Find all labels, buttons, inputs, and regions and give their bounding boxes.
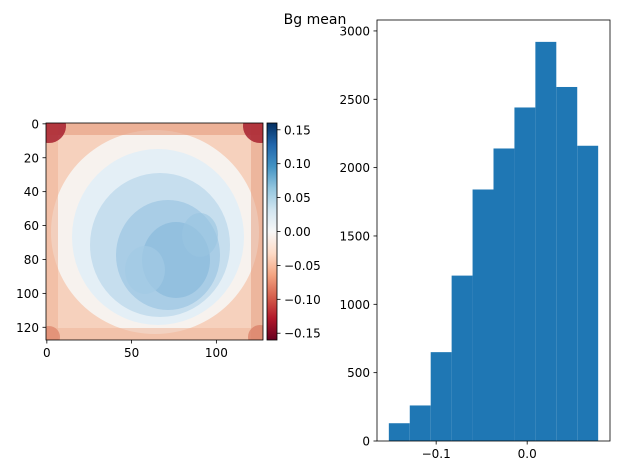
colorbar-ticks: 0.15 0.10 0.05 0.00 −0.05 −0.10 −0.15 xyxy=(277,123,321,341)
heatmap-y-tick-label: 20 xyxy=(24,151,39,165)
histogram-y-tick-label: 1000 xyxy=(339,298,370,312)
histogram-x-ticks: −0.1 0.0 xyxy=(422,441,537,461)
figure-title: Bg mean xyxy=(284,12,347,28)
colorbar-tick-label: 0.10 xyxy=(284,157,311,171)
heatmap-y-tick-label: 120 xyxy=(16,321,39,335)
histogram-bar xyxy=(472,189,494,441)
histogram-bar xyxy=(451,275,473,441)
colorbar: 0.15 0.10 0.05 0.00 −0.05 −0.10 −0.15 xyxy=(266,122,321,341)
histogram-bar xyxy=(514,107,536,441)
histogram-bar xyxy=(430,352,452,441)
colorbar-tick-label: −0.10 xyxy=(284,293,321,307)
histogram-bars xyxy=(388,41,599,442)
histogram-y-tick-label: 3000 xyxy=(339,24,370,38)
histogram-bar xyxy=(388,423,410,441)
heatmap-x-ticks: 0 50 100 xyxy=(43,340,228,360)
histogram-bar xyxy=(409,405,431,441)
heatmap-y-tick-label: 80 xyxy=(24,253,39,267)
histogram-panel: 0 500 1000 1500 2000 2500 3000 −0.1 0.0 xyxy=(339,19,611,461)
heatmap-x-tick-label: 0 xyxy=(43,346,51,360)
heatmap-frame xyxy=(45,122,264,341)
heatmap-y-tick-label: 40 xyxy=(24,185,39,199)
histogram-y-tick-label: 2000 xyxy=(339,161,370,175)
histogram-y-tick-label: 500 xyxy=(347,366,370,380)
colorbar-tick-label: −0.15 xyxy=(284,327,321,341)
heatmap-y-tick-label: 60 xyxy=(24,219,39,233)
histogram-y-tick-label: 0 xyxy=(362,435,370,449)
colorbar-gradient xyxy=(266,122,278,341)
colorbar-tick-label: 0.05 xyxy=(284,191,311,205)
heatmap-y-tick-label: 100 xyxy=(16,287,39,301)
histogram-bar xyxy=(577,145,599,442)
histogram-bar xyxy=(556,86,578,442)
colorbar-tick-label: 0.15 xyxy=(284,123,311,137)
histogram-x-tick-label: 0.0 xyxy=(518,447,537,461)
heatmap-x-tick-label: 100 xyxy=(205,346,228,360)
heatmap-panel: 0 20 40 60 80 100 120 0 50 100 xyxy=(16,117,264,360)
histogram-x-tick-label: −0.1 xyxy=(422,447,451,461)
histogram-bar xyxy=(535,41,557,442)
heatmap-y-ticks: 0 20 40 60 80 100 120 xyxy=(16,117,46,335)
histogram-y-tick-label: 2500 xyxy=(339,93,370,107)
histogram-frame xyxy=(376,19,611,442)
histogram-bar xyxy=(493,148,515,442)
heatmap-image xyxy=(46,123,263,340)
heatmap-y-tick-label: 0 xyxy=(31,117,39,131)
histogram-y-ticks: 0 500 1000 1500 2000 2500 3000 xyxy=(339,24,377,449)
heatmap-x-tick-label: 50 xyxy=(124,346,139,360)
colorbar-tick-label: −0.05 xyxy=(284,259,321,273)
histogram-y-tick-label: 1500 xyxy=(339,229,370,243)
colorbar-tick-label: 0.00 xyxy=(284,225,311,239)
